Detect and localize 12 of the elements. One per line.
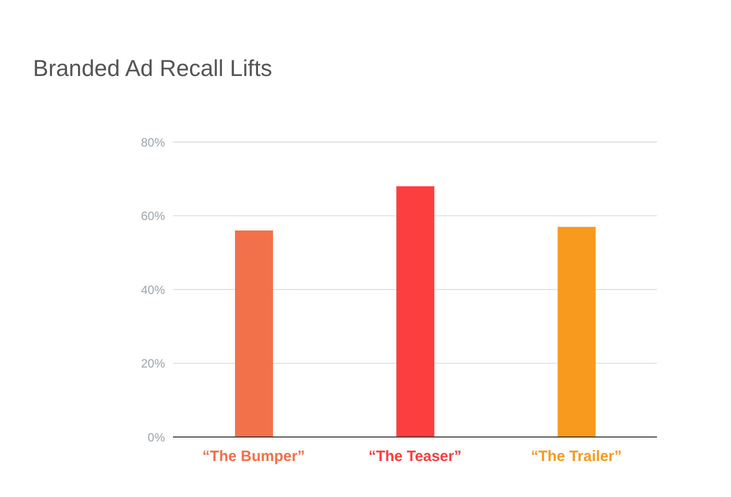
y-tick-label: 0%: [148, 430, 166, 444]
bar: [558, 226, 596, 437]
y-tick-label: 60%: [140, 209, 166, 224]
chart-title: Branded Ad Recall Lifts: [33, 55, 272, 82]
bar: [235, 230, 273, 437]
x-tick-label: “The Bumper”: [202, 448, 305, 465]
x-tick-label: “The Trailer”: [530, 448, 622, 465]
y-tick-label: 20%: [140, 356, 166, 371]
y-tick-label: 40%: [140, 282, 166, 297]
x-tick-label: “The Teaser”: [368, 448, 462, 465]
bar: [396, 186, 434, 437]
y-tick-label: 80%: [140, 135, 166, 150]
